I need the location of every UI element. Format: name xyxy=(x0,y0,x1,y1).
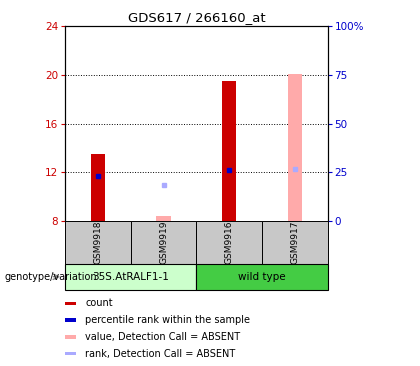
Bar xyxy=(65,318,76,322)
Text: GSM9917: GSM9917 xyxy=(290,221,299,264)
Bar xyxy=(288,74,302,221)
Text: 35S.AtRALF1-1: 35S.AtRALF1-1 xyxy=(92,272,169,282)
Text: genotype/variation: genotype/variation xyxy=(4,272,97,282)
Bar xyxy=(197,264,328,290)
Text: count: count xyxy=(85,298,113,309)
Bar xyxy=(131,221,197,264)
Bar xyxy=(91,154,105,221)
Bar xyxy=(222,81,236,221)
Bar xyxy=(65,352,76,355)
Bar xyxy=(65,221,131,264)
Bar xyxy=(65,302,76,305)
Text: GSM9919: GSM9919 xyxy=(159,221,168,264)
Bar xyxy=(65,264,197,290)
Text: GSM9916: GSM9916 xyxy=(225,221,234,264)
Text: rank, Detection Call = ABSENT: rank, Detection Call = ABSENT xyxy=(85,349,235,359)
Bar xyxy=(262,221,328,264)
Text: GSM9918: GSM9918 xyxy=(93,221,102,264)
Title: GDS617 / 266160_at: GDS617 / 266160_at xyxy=(128,11,265,25)
Bar xyxy=(197,221,262,264)
Bar xyxy=(156,216,171,221)
Text: value, Detection Call = ABSENT: value, Detection Call = ABSENT xyxy=(85,332,240,342)
Bar xyxy=(65,335,76,339)
Text: percentile rank within the sample: percentile rank within the sample xyxy=(85,315,250,325)
Text: wild type: wild type xyxy=(238,272,286,282)
